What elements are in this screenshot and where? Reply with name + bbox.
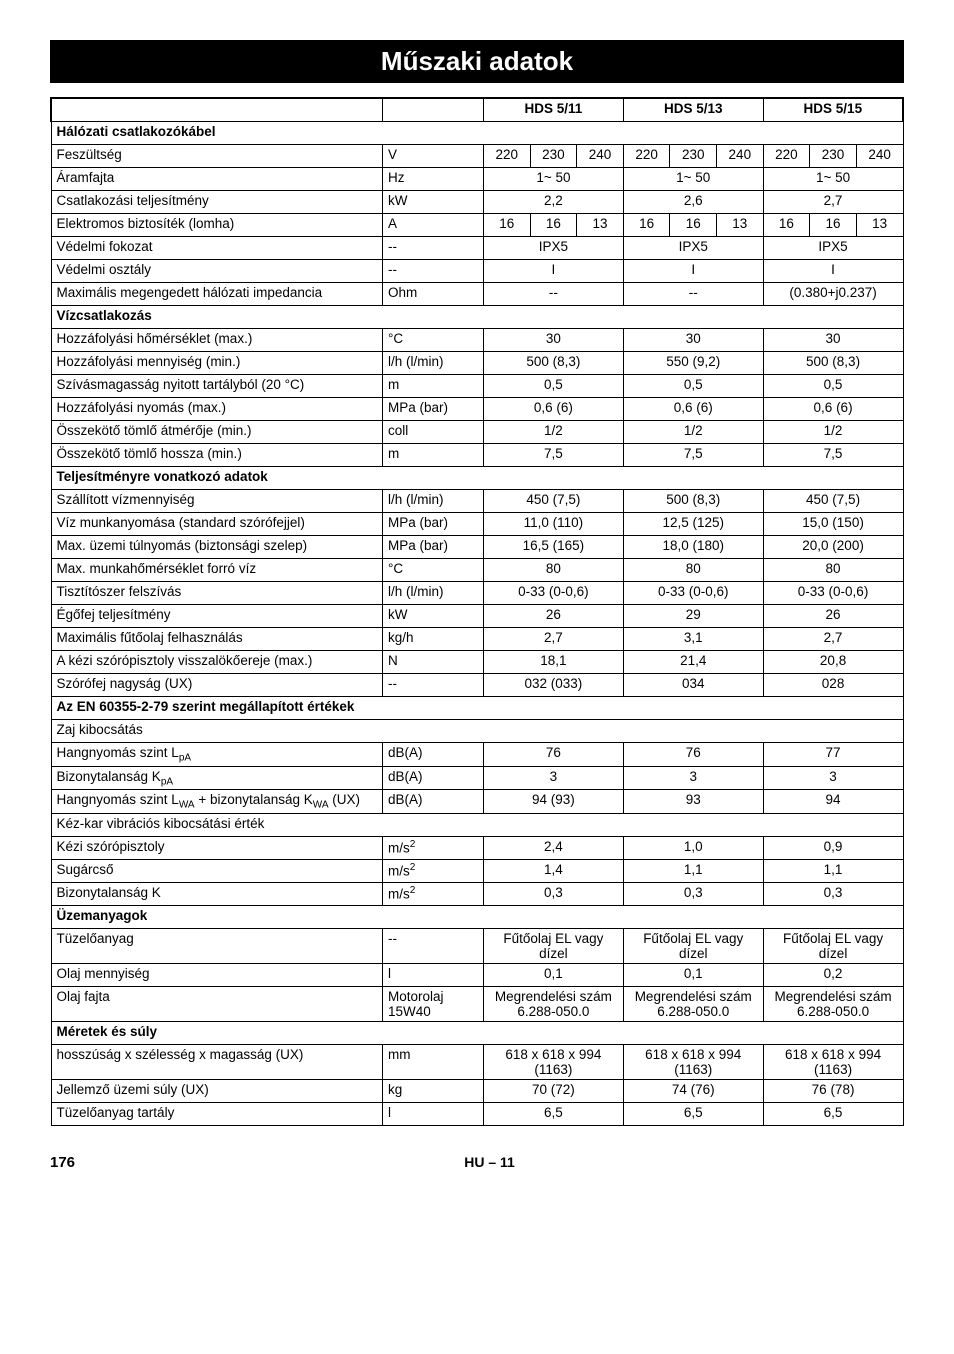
section-dims: Méretek és súly (51, 1022, 903, 1045)
footer-lang: HU – 11 (464, 1154, 515, 1171)
row-workpress: Víz munkanyomása (standard szórófejjel)M… (51, 513, 903, 536)
row-handgun: Kézi szórópisztolym/s22,41,00,9 (51, 837, 903, 860)
row-burner: Égőfej teljesítménykW262926 (51, 605, 903, 628)
section-mains: Hálózati csatlakozókábel (51, 122, 903, 145)
row-oiltype: Olaj fajtaMotorolaj 15W40Megrendelési sz… (51, 987, 903, 1022)
row-maxtemp: Max. munkahőmérséklet forró víz°C808080 (51, 559, 903, 582)
row-oilqty: Olaj mennyiségl0,10,10,2 (51, 964, 903, 987)
row-lpa: Hangnyomás szint LpAdB(A)767677 (51, 743, 903, 767)
row-dims: hosszúság x szélesség x magasság (UX)mm6… (51, 1045, 903, 1080)
section-en: Az EN 60355-2-79 szerint megállapított é… (51, 697, 903, 720)
row-suction: Szívásmagasság nyitott tartályból (20 °C… (51, 375, 903, 398)
header-row: HDS 5/11 HDS 5/13 HDS 5/15 (51, 98, 903, 122)
col-hds513: HDS 5/13 (623, 98, 763, 122)
row-noise-head: Zaj kibocsátás (51, 720, 903, 743)
row-vib-head: Kéz-kar vibrációs kibocsátási érték (51, 814, 903, 837)
row-lance: Sugárcsőm/s21,41,11,1 (51, 860, 903, 883)
row-fuse: Elektromos biztosíték (lomha)A 161613 16… (51, 214, 903, 237)
row-waterflow: Szállított vízmennyiségl/h (l/min)450 (7… (51, 490, 903, 513)
row-current: ÁramfajtaHz1~ 501~ 501~ 50 (51, 168, 903, 191)
row-inletflow: Hozzáfolyási mennyiség (min.)l/h (l/min)… (51, 352, 903, 375)
row-uncertk: Bizonytalanság Km/s20,30,30,3 (51, 883, 903, 906)
row-fuel: Tüzelőanyag--Fűtőolaj EL vagy dízelFűtőo… (51, 929, 903, 964)
col-hds511: HDS 5/11 (484, 98, 624, 122)
row-inletpress: Hozzáfolyási nyomás (max.)MPa (bar)0,6 (… (51, 398, 903, 421)
row-lwa: Hangnyomás szint LWA + bizonytalanság KW… (51, 790, 903, 814)
col-hds515: HDS 5/15 (763, 98, 903, 122)
section-fuel: Üzemanyagok (51, 906, 903, 929)
row-nozzle: Szórófej nagyság (UX)--032 (033)034028 (51, 674, 903, 697)
page-footer: 176 HU – 11 (50, 1154, 904, 1171)
row-maxpress: Max. üzemi túlnyomás (biztonsági szelep)… (51, 536, 903, 559)
row-kpa: Bizonytalanság KpAdB(A)333 (51, 766, 903, 790)
row-impedance: Maximális megengedett hálózati impedanci… (51, 283, 903, 306)
row-fuelcons: Maximális fűtőolaj felhasználáskg/h2,73,… (51, 628, 903, 651)
row-protection: Védelmi fokozat--IPX5IPX5IPX5 (51, 237, 903, 260)
row-hoselen: Összekötő tömlő hossza (min.)m7,57,57,5 (51, 444, 903, 467)
row-class: Védelmi osztály--III (51, 260, 903, 283)
row-voltage: FeszültségV 220230240 220230240 22023024… (51, 145, 903, 168)
section-perf: Teljesítményre vonatkozó adatok (51, 467, 903, 490)
page-title: Műszaki adatok (50, 40, 904, 83)
row-detergent: Tisztítószer felszívásl/h (l/min)0-33 (0… (51, 582, 903, 605)
row-recoil: A kézi szórópisztoly visszalökőereje (ma… (51, 651, 903, 674)
spec-table: HDS 5/11 HDS 5/13 HDS 5/15 Hálózati csat… (50, 97, 904, 1126)
row-tank: Tüzelőanyag tartályl6,56,56,5 (51, 1103, 903, 1126)
row-hosedia: Összekötő tömlő átmérője (min.)coll1/21/… (51, 421, 903, 444)
row-weight: Jellemző üzemi súly (UX)kg70 (72)74 (76)… (51, 1080, 903, 1103)
row-power: Csatlakozási teljesítménykW2,22,62,7 (51, 191, 903, 214)
page-number-left: 176 (50, 1154, 75, 1171)
row-inlettemp: Hozzáfolyási hőmérséklet (max.)°C303030 (51, 329, 903, 352)
section-water: Vízcsatlakozás (51, 306, 903, 329)
